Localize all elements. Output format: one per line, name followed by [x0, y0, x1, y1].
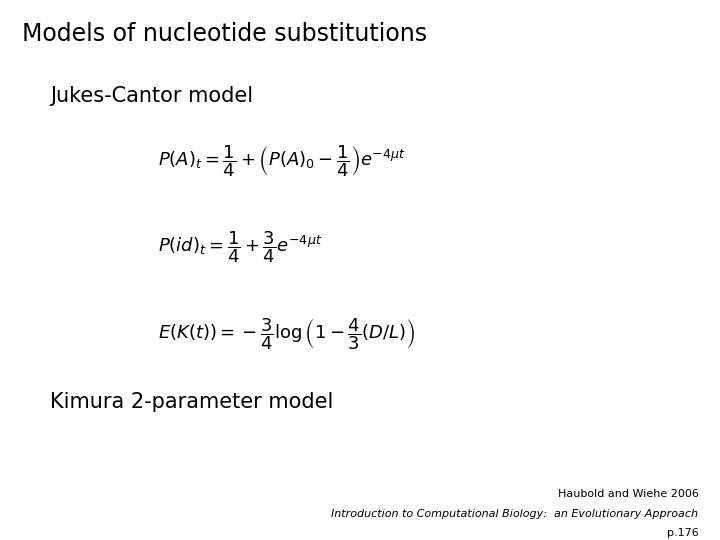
Text: Introduction to Computational Biology:  an Evolutionary Approach: Introduction to Computational Biology: a… — [331, 509, 698, 519]
Text: p.176: p.176 — [667, 528, 698, 538]
Text: Jukes-Cantor model: Jukes-Cantor model — [50, 86, 253, 106]
Text: $P(A)_t = \dfrac{1}{4} + \left(P(A)_0 - \dfrac{1}{4}\right)e^{-4\mu t}$: $P(A)_t = \dfrac{1}{4} + \left(P(A)_0 - … — [158, 143, 406, 179]
Text: Models of nucleotide substitutions: Models of nucleotide substitutions — [22, 22, 427, 45]
Text: $E(K(t)) = -\dfrac{3}{4}\log\left(1 - \dfrac{4}{3}(D/L)\right)$: $E(K(t)) = -\dfrac{3}{4}\log\left(1 - \d… — [158, 316, 415, 352]
Text: Kimura 2-parameter model: Kimura 2-parameter model — [50, 392, 334, 411]
Text: $P(id)_t = \dfrac{1}{4} + \dfrac{3}{4}e^{-4\mu t}$: $P(id)_t = \dfrac{1}{4} + \dfrac{3}{4}e^… — [158, 230, 323, 265]
Text: Haubold and Wiehe 2006: Haubold and Wiehe 2006 — [557, 489, 698, 499]
